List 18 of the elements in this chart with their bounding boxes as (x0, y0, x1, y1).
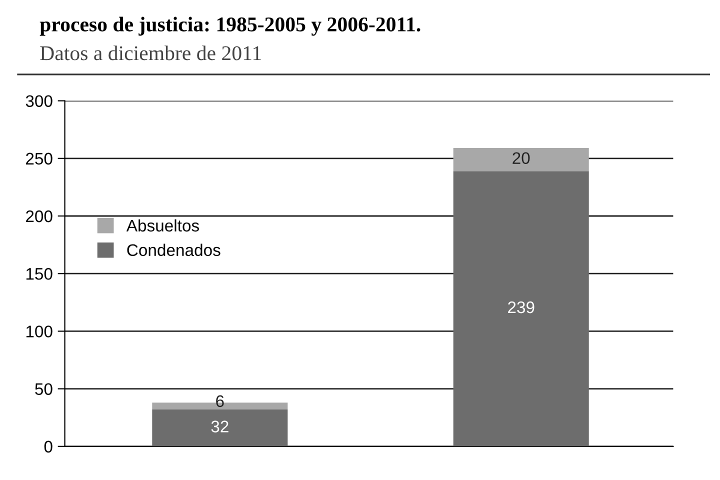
legend-label: Absueltos (126, 219, 199, 232)
data-label: 239 (508, 301, 534, 314)
data-label: 20 (512, 152, 530, 164)
y-tick-label: 0 (44, 440, 52, 453)
legend-label: Condenados (127, 244, 220, 256)
bar (152, 410, 288, 446)
chart-title: proceso de justicia: 1985-2005 y 2006-2011. (40, 16, 420, 36)
chart-subtitle: Datos a diciembre de 2011 (40, 46, 261, 60)
y-tick-label: 50 (35, 383, 52, 396)
y-tick-label: 300 (26, 95, 52, 108)
y-tick-label: 200 (26, 210, 52, 222)
y-tick-label: 100 (26, 326, 52, 338)
y-tick-label: 250 (26, 152, 52, 165)
bar (453, 171, 589, 446)
data-label: 6 (216, 395, 224, 408)
data-label: 32 (211, 420, 228, 432)
bar (453, 148, 589, 172)
y-tick-label: 150 (26, 268, 52, 280)
